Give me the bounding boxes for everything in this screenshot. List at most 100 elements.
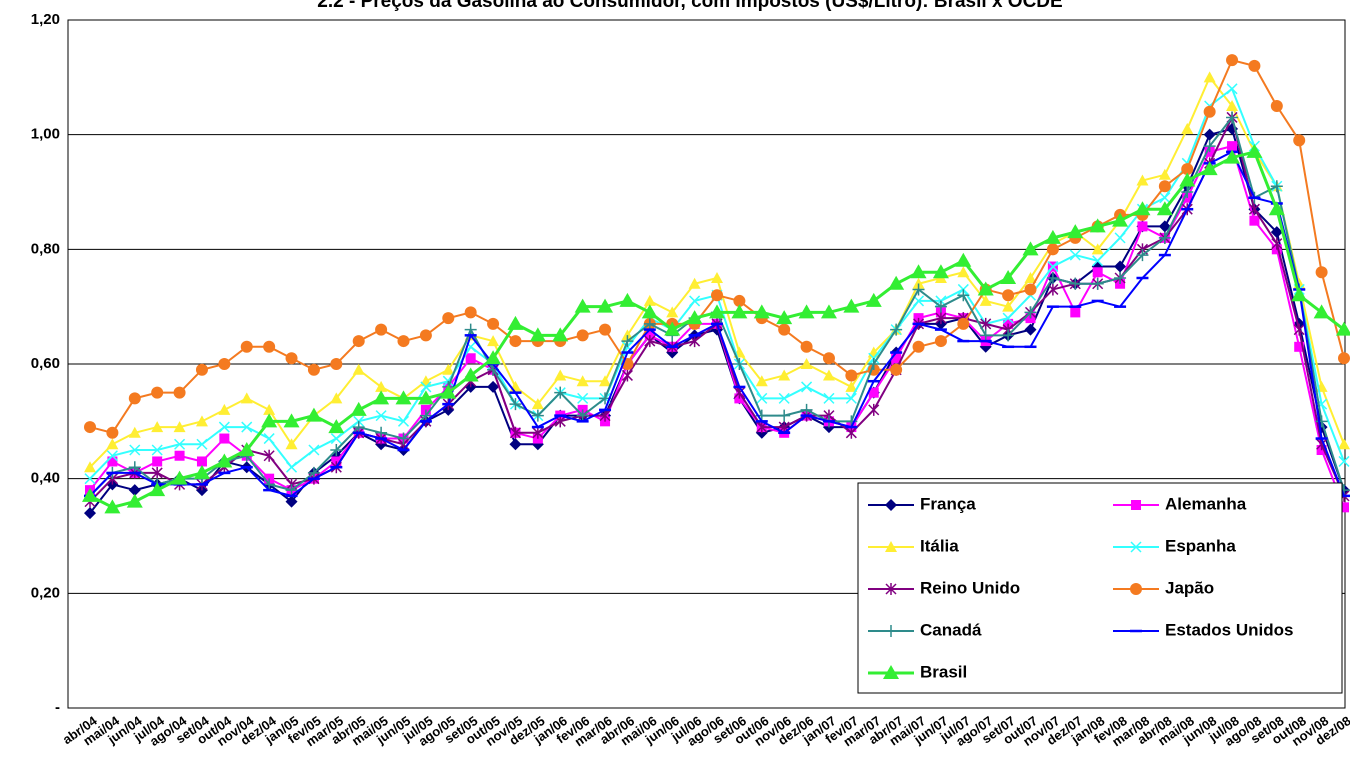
marker	[1046, 243, 1059, 256]
marker-shape	[597, 298, 614, 313]
marker-shape	[84, 507, 96, 520]
marker	[330, 358, 343, 370]
marker	[1293, 323, 1305, 336]
marker-shape	[890, 363, 903, 376]
marker	[932, 264, 949, 279]
marker	[686, 310, 703, 325]
marker	[957, 266, 970, 278]
marker	[263, 433, 275, 445]
marker-shape	[753, 304, 770, 319]
marker	[1203, 140, 1216, 153]
marker	[375, 426, 388, 439]
marker	[913, 295, 925, 307]
marker	[128, 426, 141, 438]
marker	[174, 450, 185, 461]
marker-shape	[1338, 455, 1350, 467]
marker	[151, 444, 163, 456]
marker-shape	[1226, 100, 1239, 111]
marker	[979, 329, 992, 342]
marker	[778, 392, 790, 404]
marker-shape	[174, 438, 186, 450]
marker-shape	[1336, 321, 1350, 336]
marker	[420, 381, 432, 393]
marker	[1137, 221, 1148, 232]
marker-shape	[820, 304, 837, 319]
marker-shape	[151, 444, 163, 456]
marker	[419, 375, 432, 387]
marker-shape	[778, 369, 791, 381]
marker	[285, 495, 298, 508]
marker-shape	[1226, 54, 1239, 67]
marker	[509, 335, 522, 348]
marker	[84, 507, 96, 520]
marker-shape	[888, 275, 905, 290]
marker	[1024, 323, 1037, 336]
marker-shape	[261, 413, 278, 428]
marker-shape	[509, 398, 522, 411]
marker-shape	[106, 426, 119, 439]
marker-shape	[644, 335, 656, 348]
marker-shape	[350, 401, 367, 416]
marker	[643, 294, 656, 306]
marker	[196, 456, 207, 467]
marker-shape	[84, 421, 96, 434]
marker-shape	[621, 335, 634, 348]
marker	[955, 252, 972, 267]
marker-shape	[82, 487, 98, 502]
marker-shape	[823, 392, 835, 404]
marker-shape	[1338, 438, 1350, 450]
marker-shape	[128, 392, 141, 405]
marker-shape	[395, 390, 412, 405]
marker-shape	[912, 277, 925, 289]
marker	[375, 410, 387, 422]
marker-shape	[263, 478, 276, 491]
marker-shape	[552, 327, 569, 342]
marker	[1226, 54, 1239, 67]
marker-shape	[1130, 583, 1142, 595]
marker	[1268, 201, 1285, 216]
marker-shape	[1203, 71, 1216, 83]
legend-box	[857, 482, 1343, 694]
marker	[1249, 215, 1260, 226]
marker-shape	[1227, 141, 1238, 152]
marker	[1270, 180, 1283, 193]
marker-shape	[507, 315, 524, 330]
marker-shape	[711, 272, 723, 283]
marker	[1291, 287, 1308, 302]
marker-shape	[867, 358, 880, 370]
marker	[507, 315, 524, 330]
marker-shape	[1181, 186, 1194, 198]
marker	[1226, 111, 1239, 124]
marker	[885, 583, 897, 595]
marker-shape	[1002, 289, 1015, 302]
marker-shape	[977, 281, 994, 296]
marker-shape	[509, 335, 522, 348]
marker	[1224, 149, 1241, 164]
y-tick-label: 0,80	[31, 240, 60, 257]
marker-shape	[913, 295, 925, 307]
marker-shape	[731, 304, 748, 319]
marker-shape	[151, 421, 164, 433]
marker	[1114, 272, 1127, 284]
marker	[912, 340, 925, 353]
marker-shape	[128, 426, 141, 438]
marker-shape	[1181, 122, 1194, 134]
marker	[822, 352, 835, 365]
marker-shape	[1226, 83, 1238, 95]
marker-shape	[487, 317, 500, 330]
marker	[1294, 341, 1305, 352]
marker-shape	[1249, 215, 1260, 226]
chart-title: 2.2 - Preços da Gasolina ao Consumidor, …	[317, 0, 1062, 12]
marker-shape	[286, 461, 298, 473]
marker	[1024, 306, 1037, 319]
marker-shape	[1091, 277, 1104, 290]
marker-shape	[689, 295, 701, 307]
marker-shape	[1181, 163, 1194, 176]
marker-shape	[1248, 203, 1260, 216]
marker	[577, 392, 589, 404]
marker	[1047, 261, 1059, 273]
marker	[375, 323, 388, 336]
marker	[196, 438, 208, 450]
marker	[1002, 289, 1015, 302]
legend-label: Estados Unidos	[1165, 620, 1293, 639]
